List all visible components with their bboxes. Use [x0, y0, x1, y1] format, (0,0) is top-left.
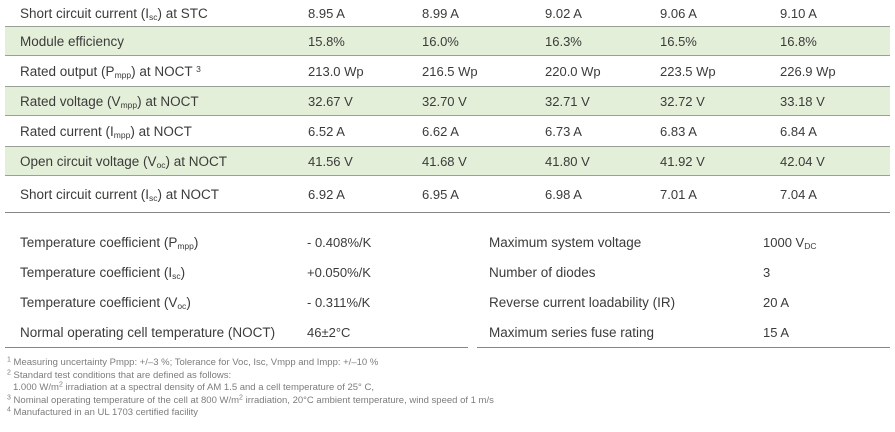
- row-label: Short circuit current (Isc) at STC: [20, 5, 208, 22]
- table-row: Temperature coefficient (Voc) - 0.311%/K: [5, 287, 468, 317]
- row-label: Reverse current loadability (IR): [489, 294, 676, 310]
- row-value: 1000 VDC: [763, 234, 817, 251]
- row-label: Rated voltage (Vmpp) at NOCT: [20, 93, 199, 110]
- table-row: Rated current (Impp) at NOCT 6.52 A 6.62 A…: [5, 116, 890, 146]
- row-value: 216.5 Wp: [422, 63, 478, 79]
- row-value: 42.04 V: [780, 153, 825, 169]
- row-label: Short circuit current (Isc) at NOCT: [20, 186, 220, 203]
- row-value: 32.72 V: [660, 93, 705, 109]
- footnote-line: 2 Standard test conditions that are defi…: [7, 369, 232, 381]
- table-row: Maximum system voltage 1000 VDC: [477, 227, 890, 257]
- row-value: 9.06 A: [660, 5, 697, 21]
- table-row: Normal operating cell temperature (NOCT)…: [5, 317, 468, 347]
- footnote-line: 1.000 W/m2 irradiation at a spectral den…: [13, 381, 374, 394]
- row-label: Rated current (Impp) at NOCT: [20, 123, 192, 140]
- table-row: Temperature coefficient (Isc) +0.050%/K: [5, 257, 468, 287]
- table-row: Short circuit current (Isc) at STC 8.95 A…: [5, 0, 890, 26]
- table-row: Short circuit current (Isc) at NOCT 6.92 …: [5, 176, 890, 212]
- row-value: 9.10 A: [780, 5, 817, 21]
- row-label: Temperature coefficient (Isc): [20, 264, 186, 281]
- row-value: 6.83 A: [660, 123, 697, 139]
- row-value: 213.0 Wp: [308, 63, 364, 79]
- row-value: 15 A: [763, 324, 790, 340]
- row-value: 223.5 Wp: [660, 63, 716, 79]
- row-value: 6.62 A: [422, 123, 459, 139]
- table-row: Number of diodes 3: [477, 257, 890, 287]
- row-value: 16.3%: [545, 33, 582, 49]
- table-row: Rated output (Pmpp) at NOCT 3 213.0 Wp 216…: [5, 56, 890, 86]
- table-row: Reverse current loadability (IR) 20 A: [477, 287, 890, 317]
- table-row: Maximum series fuse rating 15 A: [477, 317, 890, 347]
- row-value: 9.02 A: [545, 5, 582, 21]
- row-value: 16.8%: [780, 33, 817, 49]
- row-label: Normal operating cell temperature (NOCT): [20, 324, 276, 340]
- row-value: 16.0%: [422, 33, 459, 49]
- footnote-line: 1 Measuring uncertainty Pmpp: +/–3 %; To…: [7, 356, 379, 369]
- row-value: 8.99 A: [422, 5, 459, 21]
- row-value: 6.84 A: [780, 123, 817, 139]
- temperature-coefficients-table: Temperature coefficient (Pmpp) - 0.408%/K…: [5, 227, 468, 348]
- row-value: 33.18 V: [780, 93, 825, 109]
- row-value: 7.04 A: [780, 186, 817, 202]
- table-row: Rated voltage (Vmpp) at NOCT 32.67 V 32.70…: [5, 86, 890, 116]
- table-row: Open circuit voltage (Voc) at NOCT 41.56 …: [5, 146, 890, 176]
- row-value: 41.68 V: [422, 153, 467, 169]
- row-label: Maximum series fuse rating: [489, 324, 655, 340]
- row-label: Maximum system voltage: [489, 234, 642, 250]
- row-value: 6.73 A: [545, 123, 582, 139]
- footnote-line: 3 Nominal operating temperature of the c…: [7, 394, 494, 406]
- row-value: 15.8%: [308, 33, 345, 49]
- row-value: 41.80 V: [545, 153, 590, 169]
- table-row: Temperature coefficient (Pmpp) - 0.408%/K: [5, 227, 468, 257]
- system-specifications-table: Maximum system voltage 1000 VDC Number of …: [477, 227, 890, 348]
- footnote-line: 4 Manufactured in an UL 1703 certified f…: [7, 406, 199, 419]
- table-row: Module efficiency 15.8% 16.0% 16.3% 16.5% 16.…: [5, 26, 890, 56]
- row-value: +0.050%/K: [307, 264, 371, 280]
- row-value: 32.70 V: [422, 93, 467, 109]
- electrical-characteristics-table: Short circuit current (Isc) at STC 8.95 A…: [5, 0, 890, 213]
- row-value: - 0.408%/K: [307, 234, 372, 250]
- row-value: 32.71 V: [545, 93, 590, 109]
- footnotes: 1 Measuring uncertainty Pmpp: +/–3 %; To…: [7, 357, 887, 420]
- row-value: 41.92 V: [660, 153, 705, 169]
- row-value: 20 A: [763, 294, 790, 310]
- row-label: Number of diodes: [489, 264, 596, 280]
- row-value: 6.95 A: [422, 186, 459, 202]
- row-value: 7.01 A: [660, 186, 697, 202]
- row-value: 16.5%: [660, 33, 697, 49]
- row-label: Temperature coefficient (Pmpp): [20, 234, 199, 251]
- row-value: 220.0 Wp: [545, 63, 601, 79]
- row-value: 6.98 A: [545, 186, 582, 202]
- row-value: 32.67 V: [308, 93, 353, 109]
- row-value: 6.52 A: [308, 123, 345, 139]
- row-value: 226.9 Wp: [780, 63, 836, 79]
- row-value: 41.56 V: [308, 153, 353, 169]
- row-label: Rated output (Pmpp) at NOCT 3: [20, 63, 201, 80]
- row-value: 46±2°C: [307, 324, 351, 340]
- row-value: 8.95 A: [308, 5, 345, 21]
- row-value: 3: [763, 264, 771, 280]
- row-value: 6.92 A: [308, 186, 345, 202]
- row-value: - 0.311%/K: [307, 294, 371, 310]
- row-label: Open circuit voltage (Voc) at NOCT: [20, 153, 228, 170]
- row-label: Module efficiency: [20, 33, 125, 49]
- row-label: Temperature coefficient (Voc): [20, 294, 191, 311]
